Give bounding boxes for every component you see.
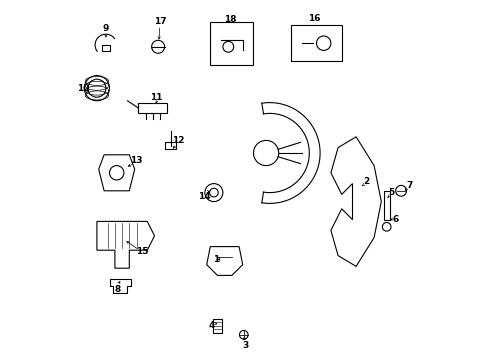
Text: 5: 5 bbox=[387, 188, 394, 197]
Text: 16: 16 bbox=[308, 14, 320, 23]
Text: 9: 9 bbox=[102, 24, 109, 33]
Text: 10: 10 bbox=[77, 84, 89, 93]
Text: 17: 17 bbox=[153, 17, 166, 26]
Bar bbox=[383, 191, 389, 220]
Bar bbox=[213, 319, 222, 333]
Text: 2: 2 bbox=[362, 177, 368, 186]
Text: 15: 15 bbox=[135, 248, 148, 256]
Text: 1: 1 bbox=[212, 255, 218, 264]
Bar bbox=[138, 103, 167, 113]
Text: 12: 12 bbox=[171, 136, 184, 145]
Text: 8: 8 bbox=[114, 285, 121, 294]
Bar bbox=[102, 45, 110, 51]
Text: 7: 7 bbox=[406, 181, 412, 190]
Text: 6: 6 bbox=[392, 215, 398, 224]
Text: 3: 3 bbox=[242, 341, 248, 350]
Text: 11: 11 bbox=[150, 93, 162, 102]
Text: 13: 13 bbox=[130, 156, 142, 165]
Text: 14: 14 bbox=[198, 192, 210, 201]
Text: 4: 4 bbox=[208, 321, 214, 330]
Bar bbox=[165, 142, 176, 149]
Text: 18: 18 bbox=[224, 15, 236, 24]
